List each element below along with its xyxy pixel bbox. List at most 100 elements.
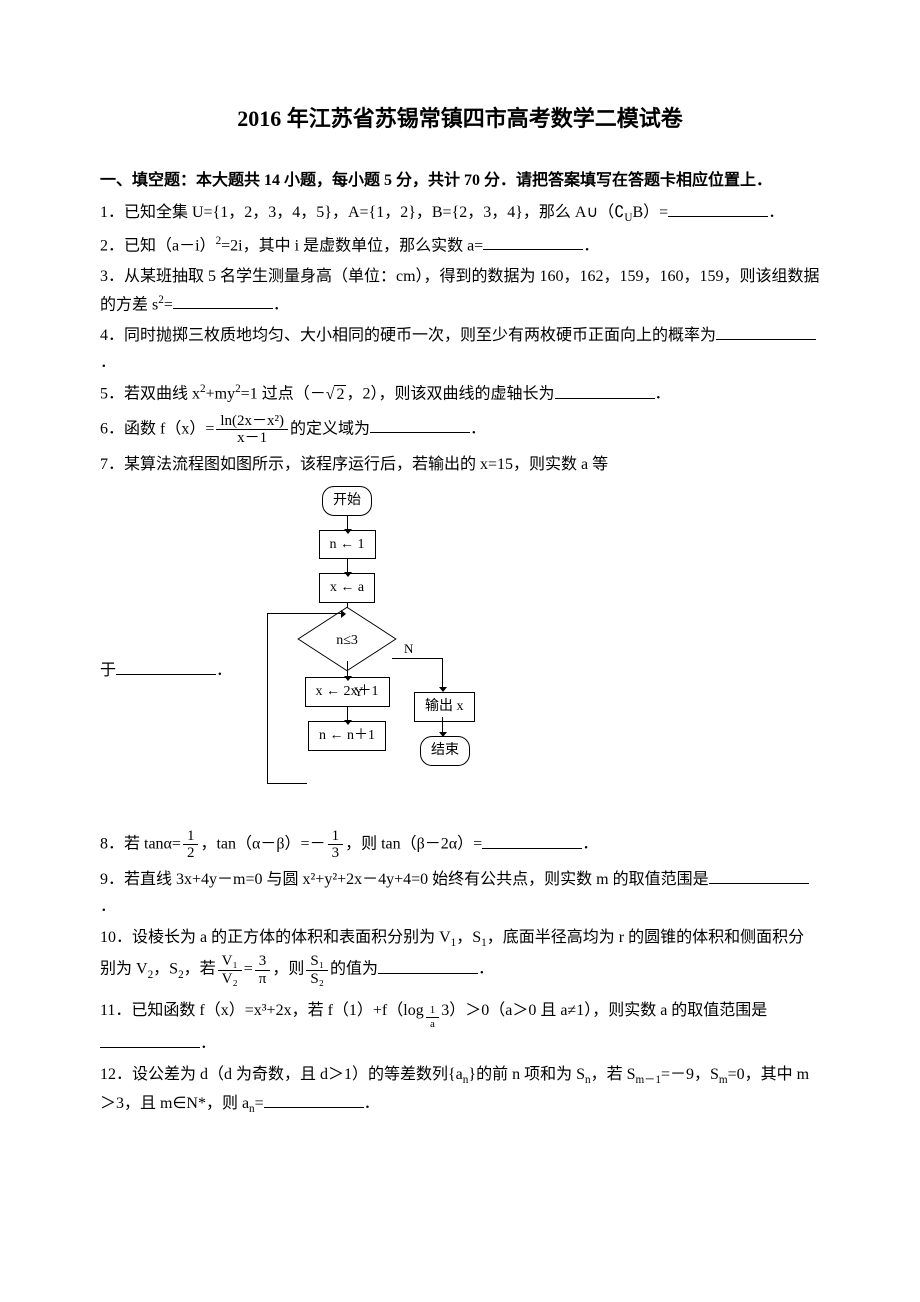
problem-5: 5．若双曲线 x2+my2=1 过点（－2，2），则该双曲线的虚轴长为． [100,380,820,408]
blank [482,833,582,849]
problem-6: 6．函数 f（x）=ln(2x－x²)x－1的定义域为 ． [100,413,820,447]
text: 3）＞0（a＞0 且 a≠1），则实数 a 的取值范围是 [441,1002,767,1019]
blank [555,383,655,399]
problem-2: 2．已知（a－i）2=2i，其中 i 是虚数单位，那么实数 a=． [100,232,820,260]
problem-4: 4．同时抛掷三枚质地均匀、大小相同的硬币一次，则至少有两枚硬币正面向上的概率为 ． [100,322,820,376]
text: = [255,1095,264,1112]
sub: m [719,1074,728,1086]
numerator: 1 [328,828,344,846]
blank [378,958,478,974]
text: 1．已知全集 U={1，2，3，4，5}，A={1，2}，B={2，3，4}，那… [100,204,624,221]
text: =2i，其中 i 是虚数单位，那么实数 a= [221,237,483,254]
problem-9: 9．若直线 3x+4y－m=0 与圆 x²+y²+2x－4y+4=0 始终有公共… [100,866,820,920]
text: ． [582,836,598,853]
flowchart-step: n ← 1 [319,530,376,560]
denominator: V₂ [218,971,242,988]
text: 2．已知（a－i） [100,237,216,254]
blank [716,324,816,340]
text: B）= [632,204,668,221]
flowchart-decision: n≤3 [302,617,392,661]
problem-8: 8．若 tanα=12，tan（α－β）=－13，则 tan（β－2α）=． [100,828,820,862]
blank [709,868,809,884]
flowchart-start: 开始 [322,486,372,516]
flowchart: 开始 n ← 1 x ← a n≤3 x ← 2x＋1 n ← n＋1 [232,486,492,816]
text: ． [100,354,116,371]
denominator: π [255,971,271,988]
text: ，则 tan（β－2α）= [345,836,482,853]
sqrt-body: 2 [334,385,346,403]
text: =1 过点（－ [241,386,326,403]
text: ． [470,420,486,437]
numerator: ln(2x－x²) [216,413,288,431]
text: ，S [153,961,178,978]
fraction: ln(2x－x²)x－1 [216,413,288,447]
text: ． [100,898,116,915]
text: = [244,961,253,978]
text: 7．某算法流程图如图所示，该程序运行后，若输出的 x=15，则实数 a 等 [100,451,820,478]
fraction: 3π [255,953,271,987]
flowchart-yes-label: Y [354,681,363,703]
text: ，tan（α－β）=－ [200,836,325,853]
text: ，若 S [591,1066,636,1083]
denominator: 3 [328,845,344,862]
flowchart-step: x ← a [319,573,375,603]
text: 的定义域为 [290,420,370,437]
blank [264,1092,364,1108]
sub: m－1 [635,1074,660,1086]
text: ． [216,662,232,679]
text: ，若 [184,961,216,978]
text: 12．设公差为 d（d 为奇数，且 d＞1）的等差数列{a [100,1066,463,1083]
problem-1: 1．已知全集 U={1，2，3，4，5}，A={1，2}，B={2，3，4}，那… [100,199,820,228]
text: ． [200,1035,216,1052]
blank [173,293,273,309]
text: 于 [100,662,116,679]
numerator: V₁ [218,953,242,971]
text: 8．若 tanα= [100,836,181,853]
blank [100,1032,200,1048]
numerator: 1 [183,828,199,846]
text: 11．已知函数 f（x）=x³+2x，若 f（1）+f（log [100,1002,424,1019]
text: +my [206,386,235,403]
text: ． [478,961,494,978]
numerator: 3 [255,953,271,971]
text: 的值为 [330,961,378,978]
text: 5．若双曲线 x [100,386,200,403]
problem-10: 10．设棱长为 a 的正方体的体积和表面积分别为 V1，S1，底面半径高均为 r… [100,924,820,987]
sqrt: 2 [326,381,347,408]
text: 4．同时抛掷三枚质地均匀、大小相同的硬币一次，则至少有两枚硬币正面向上的概率为 [100,327,716,344]
flowchart-step: x ← 2x＋1 [305,677,390,707]
fraction: V₁V₂ [218,953,242,987]
denominator: x－1 [216,430,288,447]
text: }的前 n 项和为 S [468,1066,585,1083]
text: ． [768,204,784,221]
text: = [164,296,173,313]
text: ． [364,1095,380,1112]
problem-7: 7．某算法流程图如图所示，该程序运行后，若输出的 x=15，则实数 a 等 于 ．… [100,451,820,824]
sub: 1a [424,1011,442,1023]
problem-12: 12．设公差为 d（d 为奇数，且 d＞1）的等差数列{an}的前 n 项和为 … [100,1061,820,1119]
denominator: S₂ [306,971,328,988]
fraction: 13 [328,828,344,862]
text: 6．函数 f（x）= [100,420,214,437]
denominator: 2 [183,845,199,862]
text: ，S [456,929,481,946]
numerator: S₁ [306,953,328,971]
text: ． [583,237,599,254]
flowchart-cond: n≤3 [302,629,392,653]
blank [668,201,768,217]
problem-11: 11．已知函数 f（x）=x³+2x，若 f（1）+f（log1a3）＞0（a＞… [100,997,820,1056]
problem-3: 3．从某班抽取 5 名学生测量身高（单位：cm），得到的数据为 160，162，… [100,263,820,318]
text: ． [273,296,289,313]
blank [370,417,470,433]
flowchart-no-label: N [404,638,413,660]
page-title: 2016 年江苏省苏锡常镇四市高考数学二模试卷 [100,100,820,137]
text: ． [655,386,671,403]
flowchart-output: 输出 x [414,692,475,722]
text: 10．设棱长为 a 的正方体的体积和表面积分别为 V [100,929,451,946]
blank [116,659,216,675]
flowchart-step: n ← n＋1 [308,721,386,751]
section-header: 一、填空题：本大题共 14 小题，每小题 5 分，共计 70 分．请把答案填写在… [100,167,820,194]
text: ，则 [272,961,304,978]
fraction: S₁S₂ [306,953,328,987]
text: ，2），则该双曲线的虚轴长为 [346,386,554,403]
